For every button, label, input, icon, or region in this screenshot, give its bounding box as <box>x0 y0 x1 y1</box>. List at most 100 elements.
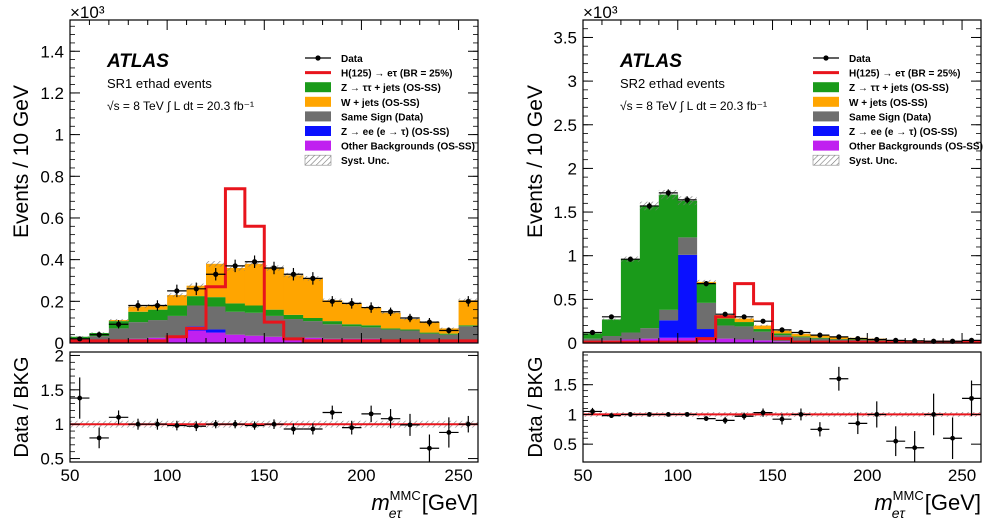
legend-label: Syst. Unc. <box>849 156 898 167</box>
ratio-point <box>233 422 238 427</box>
data-point <box>685 197 690 202</box>
stack-bar-z-11 <box>791 336 810 337</box>
data-point <box>349 301 354 306</box>
data-point <box>855 336 860 341</box>
y-tick-label: 0.6 <box>40 209 64 228</box>
stack-bar-z-13 <box>323 321 343 324</box>
stack-bar-same-10 <box>264 316 284 337</box>
data-point <box>233 263 238 268</box>
ratio-point <box>818 427 823 432</box>
atlas-label: ATLAS <box>106 51 169 72</box>
ratio-point <box>590 409 595 414</box>
ratio-y-axis-label: Data / BKG <box>525 356 547 457</box>
legend-swatch-fill <box>305 97 331 107</box>
legend-swatch-fill <box>305 111 331 121</box>
data-point <box>330 299 335 304</box>
ratio-point <box>609 413 614 418</box>
ratio-point <box>836 376 841 381</box>
legend-swatch-fill <box>305 141 331 151</box>
stack-bar-z-5 <box>678 255 697 338</box>
ratio-point <box>704 416 709 421</box>
ratio-point <box>427 446 432 451</box>
stack-bar-same-11 <box>284 319 304 338</box>
stack-bar-same-7 <box>716 326 735 339</box>
stack-bar-z-16 <box>381 328 401 329</box>
stack-bar-w-11 <box>284 275 304 315</box>
data-point <box>760 319 765 324</box>
legend-swatch-fill <box>813 111 839 121</box>
x-axis-label-sup: MMC <box>893 488 924 503</box>
ratio-point <box>330 410 335 415</box>
legend-label: H(125) → eτ (BR = 25%) <box>849 69 960 80</box>
stack-bar-same-7 <box>206 307 226 330</box>
stack-bar-same-16 <box>381 329 401 339</box>
stack-bar-same-3 <box>640 328 659 338</box>
legend-swatch-fill <box>305 126 331 136</box>
ratio-point <box>272 422 277 427</box>
ratio-background <box>70 352 478 462</box>
ratio-point <box>388 416 393 421</box>
stack-bar-same-4 <box>148 320 168 338</box>
data-point <box>817 333 822 338</box>
stack-bar-z-2 <box>621 259 640 332</box>
ratio-point <box>666 412 671 417</box>
legend-label: Z → ee (e → τ) (OS-SS) <box>849 127 957 138</box>
x-axis-label-sub: eτ <box>389 505 403 521</box>
stack-bar-z-12 <box>810 338 829 339</box>
ratio-point <box>155 422 160 427</box>
ratio-y-tick-label: 1 <box>55 415 64 434</box>
stack-bar-same-17 <box>400 330 420 339</box>
stack-bar-z-5 <box>678 201 697 238</box>
syst-unc-band <box>754 325 773 326</box>
ratio-point <box>349 425 354 430</box>
energy-label: √s = 8 TeV ∫ L dt = 20.3 fb⁻¹ <box>107 99 254 113</box>
stack-bar-z-3 <box>640 206 659 328</box>
data-point <box>446 328 451 333</box>
ratio-point <box>369 411 374 416</box>
stack-bar-z-6 <box>697 284 716 303</box>
stack-bar-z-6 <box>697 329 716 338</box>
y-exponent-label: ×10³ <box>583 3 618 22</box>
atlas-label: ATLAS <box>619 51 682 72</box>
ratio-point <box>77 396 82 401</box>
stack-bar-z-7 <box>206 329 226 332</box>
data-point <box>969 338 974 343</box>
y-tick-label: 0 <box>568 334 577 353</box>
y-exponent-label: ×10³ <box>70 3 105 22</box>
ratio-point <box>761 410 766 415</box>
y-tick-label: 1.5 <box>553 203 577 222</box>
ratio-point <box>874 412 879 417</box>
stack-bar-same-3 <box>128 322 148 339</box>
legend-label: Z → ττ + jets (OS-SS) <box>341 83 441 94</box>
data-point <box>194 286 199 291</box>
stack-bar-z-10 <box>773 333 792 335</box>
stack-bar-same-8 <box>735 326 754 339</box>
stack-bar-z-10 <box>264 310 284 316</box>
stack-bar-same-13 <box>323 324 343 339</box>
data-point <box>609 314 614 319</box>
x-axis-label-m: m <box>371 490 389 515</box>
stack-bar-z-3 <box>128 312 148 322</box>
x-axis-label-sup: MMC <box>390 488 421 503</box>
stack-bar-same-15 <box>361 327 381 338</box>
ratio-point <box>912 445 917 450</box>
stack-bar-z-4 <box>148 310 168 320</box>
ratio-y-tick-label: 1 <box>568 405 577 424</box>
legend-label: Other Backgrounds (OS-SS) <box>849 142 983 153</box>
legend-label: W + jets (OS-SS) <box>341 98 420 109</box>
y-axis-label: Events / 10 GeV <box>524 85 547 238</box>
stack-bar-same-9 <box>245 313 265 336</box>
stack-bar-same-5 <box>167 316 187 337</box>
stack-bar-z-14 <box>342 324 362 326</box>
y-tick-label: 3 <box>568 72 577 91</box>
data-point <box>779 327 784 332</box>
y-tick-label: 3.5 <box>553 28 577 47</box>
legend-swatch-fill <box>305 82 331 92</box>
y-tick-label: 1.4 <box>40 42 64 61</box>
stack-bar-same-14 <box>342 326 362 339</box>
ratio-point <box>685 412 690 417</box>
